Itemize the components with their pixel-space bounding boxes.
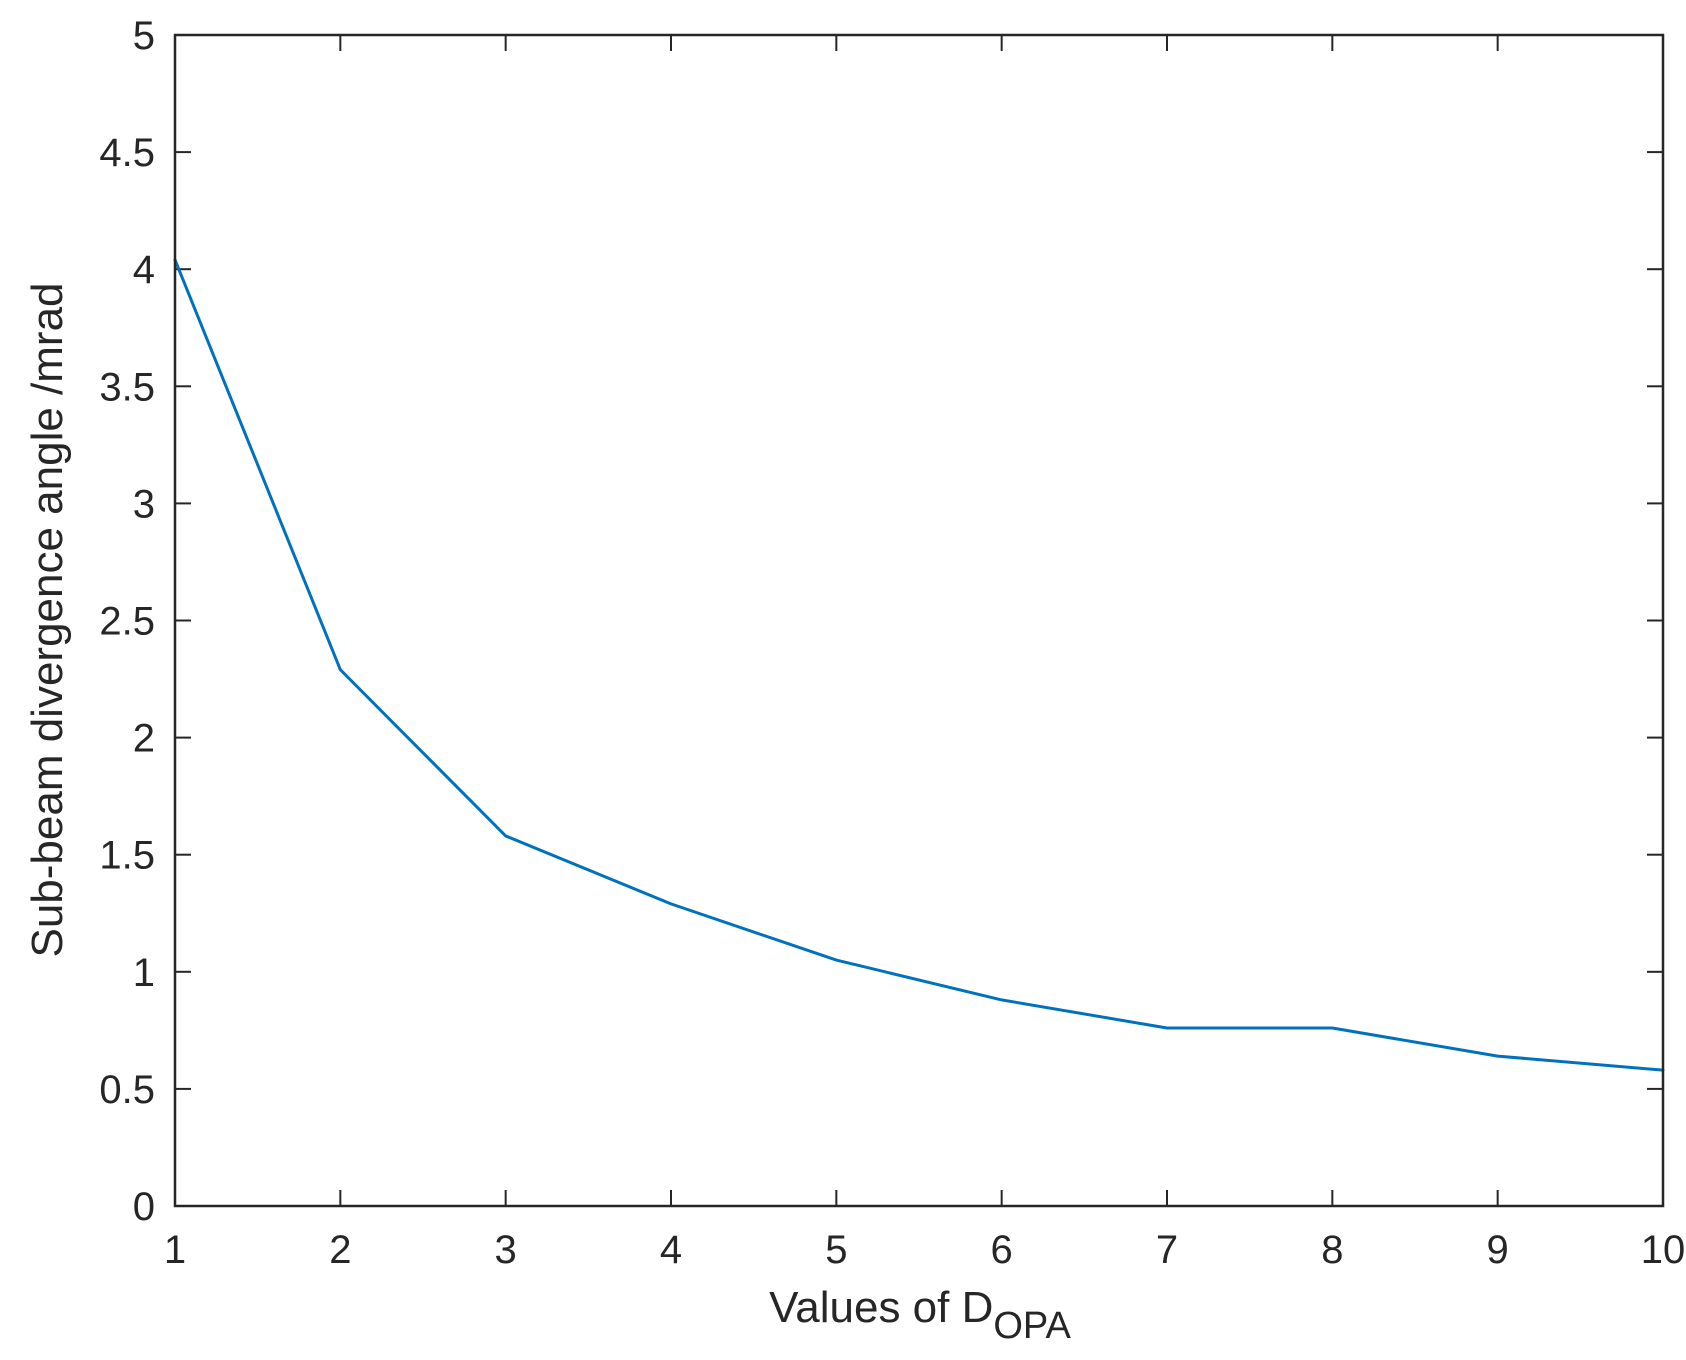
x-tick-label: 6 [991, 1228, 1013, 1272]
x-tick-label: 9 [1487, 1228, 1509, 1272]
x-tick-label: 10 [1641, 1228, 1686, 1272]
y-tick-label: 2 [133, 717, 155, 761]
plot-area [175, 35, 1663, 1206]
y-tick-label: 5 [133, 14, 155, 58]
y-tick-label: 1 [133, 951, 155, 995]
x-axis-label: Values of DOPA [769, 1283, 1071, 1347]
x-axis-label-subscript: OPA [993, 1305, 1071, 1347]
y-tick-label: 0 [133, 1185, 155, 1229]
axis-ticks [174, 34, 1664, 1207]
x-tick-label: 5 [825, 1228, 847, 1272]
y-tick-label: 0.5 [99, 1068, 155, 1112]
y-tick-label: 4.5 [99, 131, 155, 175]
axes-box [173, 33, 1665, 1208]
y-tick-label: 2.5 [99, 600, 155, 644]
axes-frame [173, 33, 1665, 1208]
y-tick-label: 1.5 [99, 834, 155, 878]
x-tick-label: 8 [1321, 1228, 1343, 1272]
x-tick-label: 1 [164, 1228, 186, 1272]
x-tick-label: 4 [660, 1228, 682, 1272]
y-tick-label: 4 [133, 248, 155, 292]
x-axis-label-main: Values of D [769, 1283, 993, 1332]
plot-background [175, 35, 1663, 1206]
y-tick-label: 3.5 [99, 365, 155, 409]
series-layer [173, 258, 1665, 1072]
y-tick-label: 3 [133, 482, 155, 526]
x-tick-label: 2 [329, 1228, 351, 1272]
x-tick-labels: 1 2 3 4 5 6 7 8 9 10 [164, 1228, 1685, 1272]
x-tick-label: 7 [1156, 1228, 1178, 1272]
y-tick-labels: 0 0.5 1 1.5 2 2.5 3 3.5 4 4.5 5 [99, 14, 155, 1229]
x-tick-label: 3 [495, 1228, 517, 1272]
series-line [173, 258, 1665, 1072]
y-axis-label: Sub-beam divergence angle /mrad [23, 282, 72, 957]
